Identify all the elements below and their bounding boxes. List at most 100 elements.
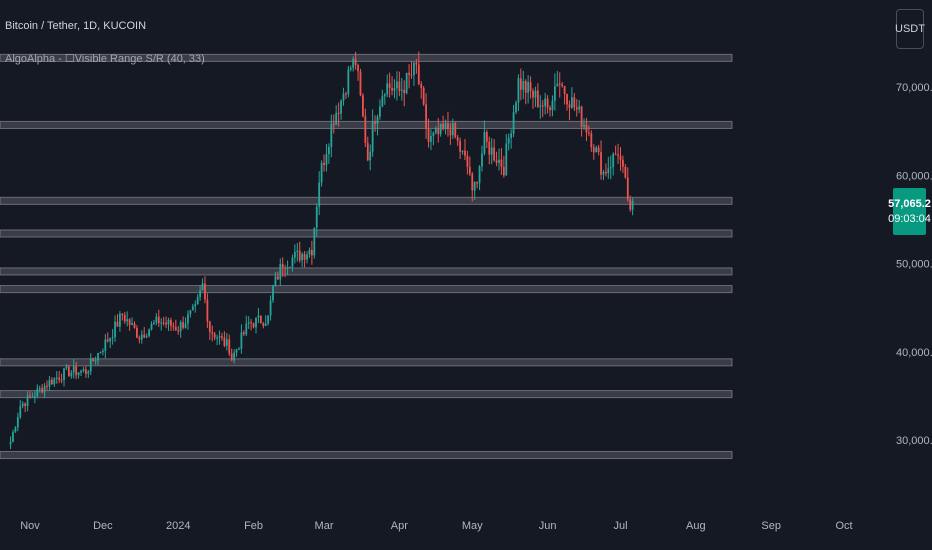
candle-body [405, 72, 408, 94]
candle-body [174, 326, 177, 331]
candle-body [14, 427, 17, 433]
candle-up [148, 328, 150, 338]
candle-body [459, 140, 462, 152]
candle-down [464, 139, 466, 161]
candle-down [485, 129, 488, 149]
candle-down [541, 100, 544, 118]
candle-down [532, 88, 534, 109]
candle-up [16, 412, 19, 432]
candle-body [99, 352, 102, 354]
candle-up [481, 145, 483, 172]
candle-body [252, 323, 255, 328]
candle-body [417, 64, 420, 85]
candle-body [291, 257, 294, 267]
candle-up [97, 352, 99, 365]
candle-body [36, 388, 39, 397]
candle-up [43, 383, 46, 399]
candle-down [138, 335, 141, 344]
candle-down [284, 264, 287, 278]
candle-up [381, 89, 384, 108]
candle-body [131, 323, 133, 326]
candle-body [580, 106, 583, 127]
candle-up [609, 155, 612, 180]
candle-body [301, 253, 304, 261]
candle-body [347, 69, 350, 95]
x-tick-label: Mar [315, 520, 334, 532]
candle-up [218, 330, 221, 345]
last-price-value: 57,065.2 [888, 198, 931, 210]
candle-body [614, 153, 617, 155]
candle-down [24, 402, 27, 413]
candle-up [483, 120, 486, 156]
candle-body [624, 166, 627, 178]
candle-down [585, 117, 588, 142]
candle-down [626, 167, 629, 202]
candle-body [155, 316, 158, 323]
candle-down [388, 72, 391, 98]
candle-up [451, 118, 454, 139]
candle-down [133, 321, 136, 329]
candle-down [262, 321, 265, 329]
candle-up [65, 364, 68, 371]
candle-body [544, 98, 547, 107]
candle-up [194, 300, 197, 313]
candle-up [544, 92, 547, 115]
candle-body [332, 124, 335, 126]
candle-up [272, 284, 274, 303]
currency-button[interactable]: USDT [895, 9, 925, 49]
candle-body [53, 378, 56, 385]
candle-down [566, 93, 568, 111]
candle-body [327, 146, 330, 154]
candle-body [41, 387, 44, 393]
candle-up [240, 324, 243, 354]
candle-down [213, 331, 216, 341]
candle-up [379, 99, 381, 120]
candle-body [374, 121, 376, 124]
candle-body [588, 132, 590, 134]
candle-up [216, 334, 219, 346]
candle-body [464, 150, 466, 156]
candle-down [303, 250, 306, 268]
candle-up [439, 123, 442, 137]
candle-up [327, 143, 330, 164]
candle-up [556, 70, 559, 87]
candle-up [187, 310, 189, 330]
candle-up [602, 169, 605, 181]
candle-body [619, 155, 622, 160]
candle-up [233, 349, 236, 364]
candle-up [301, 252, 304, 268]
candle-body [605, 171, 607, 174]
candle-down [403, 80, 406, 107]
symbol-title: Bitcoin / Tether, 1D, KUCOIN [5, 20, 147, 32]
candle-body [386, 83, 389, 95]
candle-body [102, 350, 104, 353]
candle-down [420, 81, 423, 99]
candle-body [182, 322, 184, 328]
y-tick-label: 70,000.0 [896, 82, 932, 94]
candle-body [24, 403, 27, 407]
candle-up [36, 384, 39, 399]
sr-zone [0, 229, 733, 238]
candle-body [235, 349, 238, 353]
candle-body [267, 315, 270, 324]
candle-body [561, 84, 564, 87]
candle-body [313, 227, 316, 256]
candle-body [478, 166, 481, 184]
candle-body [259, 315, 262, 324]
candle-down [427, 118, 430, 148]
candle-body [430, 136, 432, 142]
candle-body [437, 128, 440, 135]
candle-down [459, 137, 462, 159]
candle-up [21, 401, 24, 409]
candle-down [310, 240, 313, 265]
candle-body [310, 250, 313, 256]
candle-body [556, 83, 559, 87]
candle-body [293, 251, 296, 258]
candle-body [502, 166, 505, 176]
candle-body [461, 150, 464, 152]
candle-up [293, 244, 296, 264]
candle-body [114, 321, 116, 338]
candle-body [160, 322, 163, 324]
candle-body [546, 98, 549, 108]
